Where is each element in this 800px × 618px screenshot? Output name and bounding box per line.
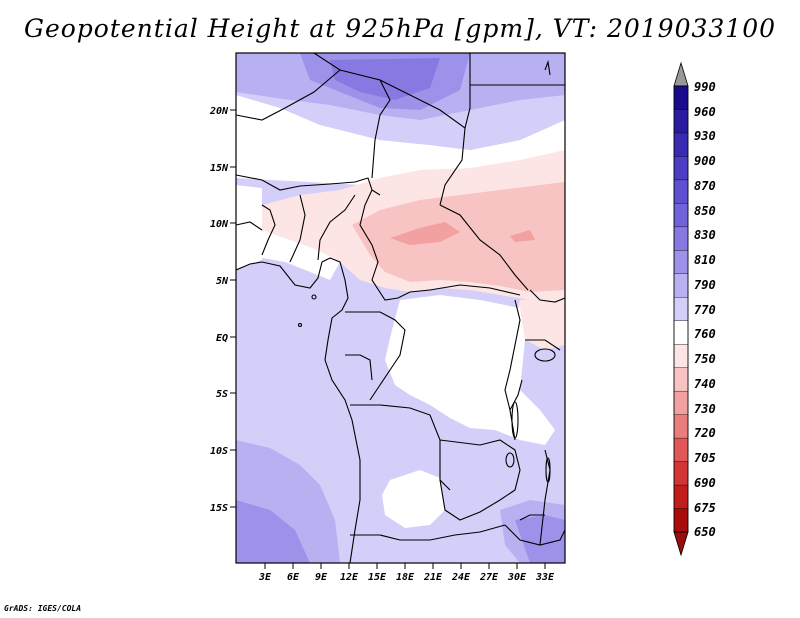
lon-label: 15E	[368, 572, 387, 583]
colorbar-label: 930	[694, 129, 716, 143]
lon-label: 30E	[507, 572, 527, 583]
colorbar-label: 850	[694, 204, 716, 218]
lon-label: 27E	[479, 572, 499, 583]
colorbar-swatch	[673, 132, 689, 158]
colorbar-swatch	[673, 250, 689, 275]
colorbar-swatch	[673, 484, 689, 510]
colorbar-label: 650	[694, 525, 716, 539]
lat-label: 20N	[209, 106, 229, 117]
colorbar: 990 960 930 900 870 850 830 810 790 770 …	[673, 61, 716, 557]
colorbar-label: 900	[694, 154, 716, 168]
lat-label: EQ	[216, 333, 228, 344]
lon-label: 21E	[423, 572, 443, 583]
footer-credit: GrADS: IGES/COLA	[4, 604, 82, 613]
colorbar-label: 770	[694, 303, 716, 317]
colorbar-label: 740	[694, 377, 716, 391]
colorbar-swatch	[673, 320, 689, 345]
colorbar-label: 720	[694, 426, 716, 440]
colorbar-swatch	[673, 109, 689, 134]
colorbar-swatch	[673, 273, 689, 298]
colorbar-swatch	[673, 203, 689, 228]
colorbar-swatch	[673, 437, 689, 463]
colorbar-label: 870	[694, 179, 716, 193]
colorbar-swatch	[673, 367, 689, 392]
colorbar-label: 810	[694, 253, 716, 267]
lon-label: 9E	[315, 572, 328, 583]
lon-label: 33E	[535, 572, 555, 583]
lon-label: 6E	[287, 572, 300, 583]
colorbar-label: 830	[694, 228, 716, 242]
colorbar-label: 675	[694, 501, 716, 515]
colorbar-frame	[673, 85, 689, 533]
lat-label: 5S	[216, 389, 228, 400]
lon-label: 12E	[340, 572, 359, 583]
colorbar-swatch	[673, 508, 689, 533]
lon-label: 18E	[396, 572, 415, 583]
colorbar-swatch	[673, 85, 689, 111]
colorbar-label: 990	[694, 80, 716, 94]
lat-label: 15N	[210, 163, 229, 174]
colorbar-top-arrow	[673, 61, 689, 87]
map-title: Geopotential Height at 925hPa [gpm], VT:…	[23, 14, 777, 43]
lat-label: 10S	[210, 446, 228, 457]
colorbar-swatch	[673, 344, 689, 369]
colorbar-bottom-arrow	[673, 531, 689, 557]
colorbar-swatch	[673, 390, 689, 416]
colorbar-swatch	[673, 179, 689, 205]
map-frame	[235, 52, 566, 564]
colorbar-labels: 990 960 930 900 870 850 830 810 790 770 …	[694, 80, 716, 539]
lon-label: 3E	[258, 572, 272, 583]
lat-label: 5N	[216, 276, 229, 287]
colorbar-swatches	[673, 85, 689, 533]
latitude-axis: 20N 15N 10N 5N EQ 5S 10S 15S	[209, 106, 236, 514]
colorbar-swatch	[673, 461, 689, 486]
colorbar-swatch	[673, 414, 689, 439]
colorbar-swatch	[673, 297, 689, 322]
colorbar-label: 730	[694, 402, 716, 416]
lon-label: 24E	[451, 572, 471, 583]
colorbar-label: 690	[694, 476, 716, 490]
colorbar-swatch	[673, 156, 689, 181]
colorbar-swatch	[673, 226, 689, 252]
lat-label: 15S	[210, 503, 228, 514]
colorbar-label: 960	[694, 105, 716, 119]
country-borders	[236, 53, 565, 563]
longitude-axis: 3E 6E 9E 12E 15E 18E 21E 24E 27E 30E 33E	[258, 563, 555, 583]
colorbar-label: 760	[694, 327, 716, 341]
colorbar-label: 750	[694, 352, 716, 366]
colorbar-label: 705	[694, 451, 716, 465]
colorbar-label: 790	[694, 278, 716, 292]
lat-label: 10N	[210, 219, 229, 230]
